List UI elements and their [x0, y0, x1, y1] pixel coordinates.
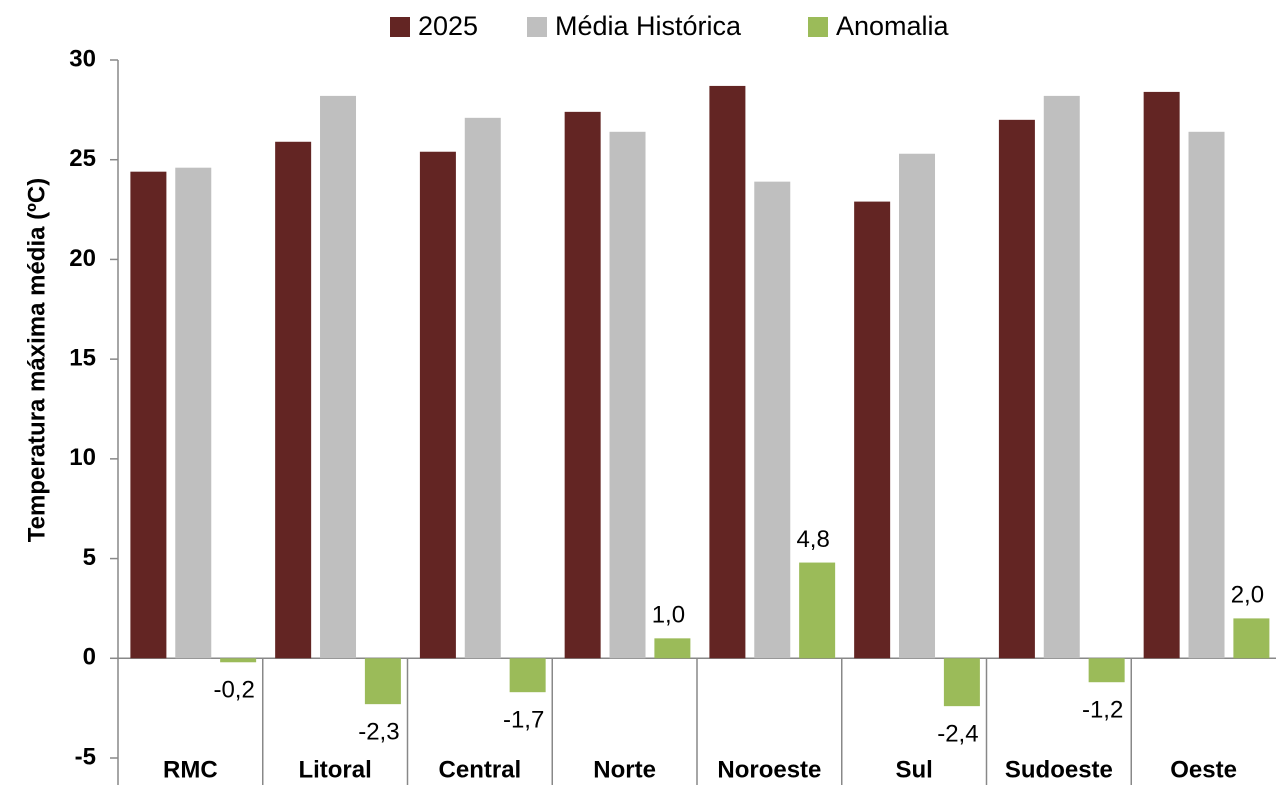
legend-label: 2025	[418, 11, 478, 41]
y-tick-label: 15	[69, 344, 96, 371]
bar	[320, 95, 357, 659]
legend-swatch	[390, 17, 410, 37]
bar	[364, 658, 401, 705]
bar	[419, 151, 456, 659]
bar	[754, 181, 791, 659]
legend-label: Anomalia	[836, 11, 950, 41]
y-tick-label: 0	[83, 644, 96, 671]
bar	[564, 111, 601, 659]
value-label: -2,4	[937, 720, 978, 747]
x-tick-label: RMC	[163, 756, 218, 783]
y-tick-label: 10	[69, 444, 96, 471]
bar	[275, 141, 312, 659]
y-tick-label: 20	[69, 245, 96, 272]
value-label: 2,0	[1231, 582, 1264, 609]
y-tick-label: 30	[69, 45, 96, 72]
x-tick-label: Noroeste	[717, 756, 821, 783]
value-label: -1,7	[503, 707, 544, 734]
legend-swatch	[527, 17, 547, 37]
x-tick-label: Oeste	[1170, 756, 1237, 783]
value-label: -0,2	[213, 677, 254, 704]
bar	[509, 658, 546, 693]
bar	[998, 119, 1035, 659]
value-label: -2,3	[358, 718, 399, 745]
bar	[1143, 91, 1180, 659]
y-tick-label: 25	[69, 145, 96, 172]
legend-swatch	[808, 17, 828, 37]
bar	[609, 131, 646, 659]
bar	[1088, 658, 1125, 683]
bar	[854, 201, 891, 659]
bar	[220, 658, 257, 663]
bar	[464, 117, 501, 659]
y-tick-label: -5	[75, 743, 96, 770]
bar	[799, 562, 836, 659]
bar	[175, 167, 212, 659]
y-axis-title: Temperatura máxima média (ºC)	[23, 178, 50, 542]
x-tick-label: Central	[439, 756, 522, 783]
x-tick-label: Litoral	[298, 756, 371, 783]
bar	[654, 638, 691, 659]
bar	[1043, 95, 1080, 659]
value-label: 1,0	[652, 602, 685, 629]
bar	[1233, 618, 1270, 659]
bar	[943, 658, 980, 707]
value-label: -1,2	[1082, 697, 1123, 724]
bar	[709, 85, 746, 659]
y-tick-label: 5	[83, 544, 96, 571]
bar	[899, 153, 936, 659]
x-tick-label: Sudoeste	[1005, 756, 1113, 783]
x-tick-label: Sul	[895, 756, 932, 783]
legend-label: Média Histórica	[555, 11, 742, 41]
x-tick-label: Norte	[593, 756, 656, 783]
value-label: 4,8	[796, 526, 829, 553]
bar	[130, 171, 167, 659]
bar	[1188, 131, 1225, 659]
